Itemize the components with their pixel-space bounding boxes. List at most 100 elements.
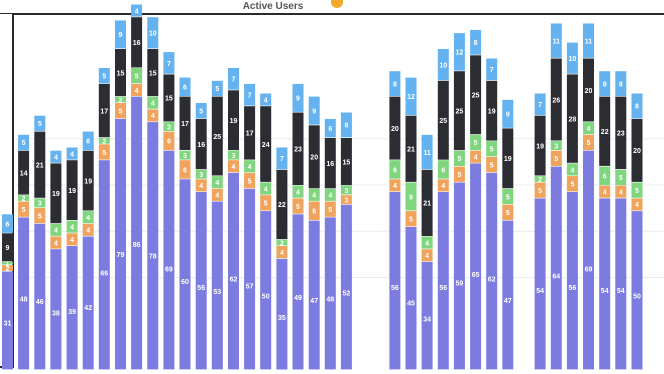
bar-segment-2 xyxy=(292,198,304,214)
bar-value-label: 2 xyxy=(102,139,106,146)
bar-value-label: 5 xyxy=(296,204,300,211)
bar-value-label: 53 xyxy=(213,289,221,296)
bar-value-label: 8 xyxy=(635,104,639,111)
bar-segment-3 xyxy=(18,195,30,201)
bar-segment-2 xyxy=(82,223,94,236)
bar-value-label: 5 xyxy=(619,175,623,182)
bar-segment-4 xyxy=(486,80,498,141)
bar-value-label: 8 xyxy=(344,123,348,130)
bar-segment-3 xyxy=(405,182,417,211)
bar-value-label: 5 xyxy=(587,140,591,147)
bar-value-label: 4 xyxy=(280,250,284,257)
bar-value-label: 4 xyxy=(70,237,74,244)
bar-segment-2 xyxy=(534,182,546,198)
bar-value-label: 22 xyxy=(601,129,609,136)
bar-value-label: 3 xyxy=(344,188,348,195)
bar-segment-1 xyxy=(276,258,288,370)
bar-segment-5 xyxy=(566,42,578,74)
bar-value-label: 3 xyxy=(232,153,236,160)
bar-value-label: 5 xyxy=(490,163,494,170)
bar-segment-5 xyxy=(470,29,482,55)
bar-segment-1 xyxy=(82,236,94,370)
bar-value-label: 9 xyxy=(6,245,10,252)
bar-value-label: 7 xyxy=(538,102,542,109)
bar-value-label: 38 xyxy=(52,311,60,318)
bar-value-label: 57 xyxy=(246,284,254,291)
bar-value-label: 20 xyxy=(633,148,641,155)
bar-value-label: 69 xyxy=(585,266,593,273)
bar-segment-3 xyxy=(228,150,239,160)
bar-value-label: 52 xyxy=(343,291,351,298)
bar-value-label: 16 xyxy=(133,40,141,47)
bar-segment-4 xyxy=(534,115,546,176)
bar-value-label: 45 xyxy=(407,301,415,308)
bar-value-label: 8 xyxy=(474,40,478,47)
bar-segment-2 xyxy=(244,172,256,189)
bar-segment-4 xyxy=(18,150,30,195)
bar-segment-5 xyxy=(18,134,30,151)
bar-segment-3 xyxy=(211,176,223,189)
bar-value-label: 5 xyxy=(38,213,42,220)
bar-segment-5 xyxy=(276,147,288,170)
bar-value-label: 48 xyxy=(20,296,28,303)
bar-segment-2 xyxy=(615,185,627,198)
bar-value-label: 24 xyxy=(262,142,270,149)
bar-segment-1 xyxy=(308,220,320,370)
bar-value-label: 5 xyxy=(506,194,510,201)
bar-segment-2 xyxy=(340,195,352,205)
bar-segment-5 xyxy=(131,4,143,17)
bar-segment-4 xyxy=(437,80,449,160)
bar-value-label: 6 xyxy=(86,139,90,146)
bar-value-label: 62 xyxy=(488,276,496,283)
bar-value-label: 9 xyxy=(409,194,413,201)
bar-value-label: 11 xyxy=(553,39,561,46)
bar-segment-3 xyxy=(115,96,126,103)
bar-value-label: 4 xyxy=(393,183,397,190)
bar-segment-3 xyxy=(534,176,546,182)
bar-value-label: 35 xyxy=(278,315,286,322)
bar-value-label: 6 xyxy=(167,139,171,146)
bar-value-label: 4 xyxy=(54,155,58,162)
bar-segment-4 xyxy=(147,49,159,97)
bar-segment-4 xyxy=(453,71,465,151)
bar-segment-4 xyxy=(131,17,143,68)
bar-value-label: 9 xyxy=(119,32,123,39)
bar-value-label: 16 xyxy=(197,142,205,149)
bar-value-label: 21 xyxy=(423,201,431,208)
bar-segment-1 xyxy=(534,198,546,370)
bar-value-label: 60 xyxy=(181,279,189,286)
bar-value-label: 26 xyxy=(552,97,560,104)
bar-segment-1 xyxy=(550,166,562,370)
bar-segment-1 xyxy=(147,122,159,370)
bar-segment-5 xyxy=(502,99,514,128)
bar-segment-1 xyxy=(179,179,191,370)
bar-value-label: 2 xyxy=(6,266,10,273)
bar-value-label: 22 xyxy=(278,202,286,209)
bar-segment-2 xyxy=(389,179,401,192)
bar-value-label: 66 xyxy=(100,271,108,278)
bar-segment-4 xyxy=(228,90,239,151)
bar-segment-4 xyxy=(550,58,562,141)
bar-value-label: 4 xyxy=(425,253,429,260)
bar-value-label: 4 xyxy=(199,183,203,190)
bar-segment-5 xyxy=(437,49,449,81)
bar-segment-2 xyxy=(405,211,417,227)
bar-value-label: 12 xyxy=(407,94,415,101)
bar-segment-5 xyxy=(421,134,433,170)
bar-segment-1 xyxy=(115,118,126,370)
bar-segment-3 xyxy=(615,169,627,186)
bar-value-label: 10 xyxy=(439,62,447,69)
bar-value-label: 19 xyxy=(84,178,92,185)
bar-value-label: 4 xyxy=(70,225,74,232)
bar-segment-4 xyxy=(260,106,272,182)
bar-segment-4 xyxy=(115,49,126,97)
bar-value-label: 4 xyxy=(151,113,155,120)
bar-value-label: 6 xyxy=(328,126,332,133)
bar-value-label: 6 xyxy=(603,174,607,181)
bar-value-label: 10 xyxy=(569,56,577,63)
bar-segment-1 xyxy=(599,198,611,370)
bar-segment-5 xyxy=(534,93,546,116)
bar-segment-2 xyxy=(179,160,191,179)
bar-value-label: 56 xyxy=(391,285,399,292)
bar-value-label: 59 xyxy=(456,281,464,288)
